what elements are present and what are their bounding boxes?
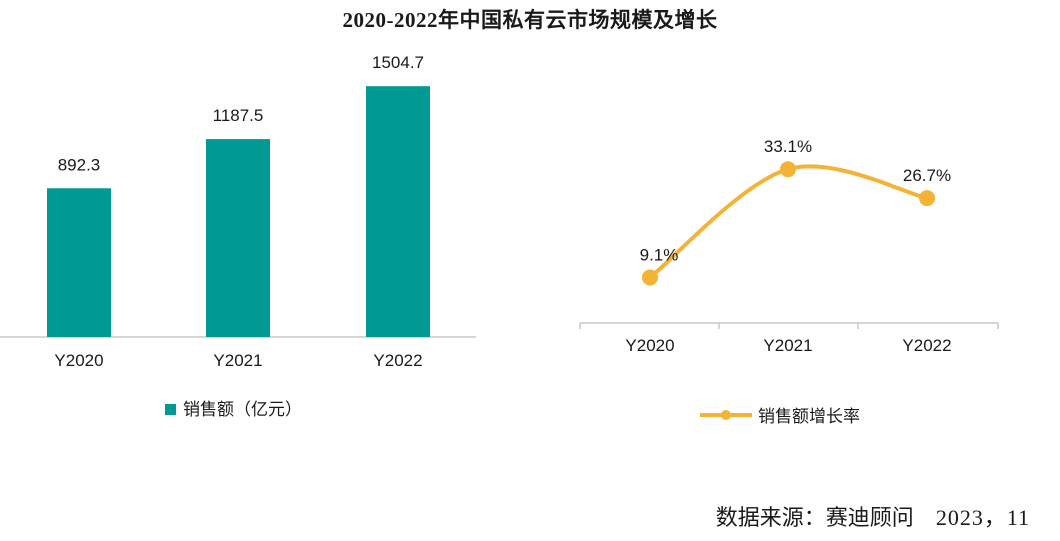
line-x-tick-label: Y2020 [625,336,674,355]
bar [47,188,111,337]
line-legend-label: 销售额增长率 [758,407,860,426]
bar-value-label: 1187.5 [213,106,264,125]
bar-x-tick-label: Y2022 [373,351,422,370]
line-x-tick-label: Y2021 [763,336,812,355]
bar-value-label: 892.3 [58,155,101,174]
bar-value-label: 1504.7 [372,53,424,72]
bar-x-tick-label: Y2020 [54,351,103,370]
bar [206,139,270,337]
bar-legend-swatch [165,404,176,415]
line-point [919,190,935,207]
line-legend-marker [721,410,731,420]
bar-x-tick-label: Y2021 [213,351,262,370]
line-value-label: 9.1% [640,245,679,264]
growth-rate-line [648,164,928,280]
line-point [642,269,658,286]
line-value-label: 26.7% [903,166,951,185]
bar [366,86,430,337]
source-label: 数据来源：赛迪顾问 [715,505,914,530]
bar-legend-label: 销售额（亿元） [183,400,302,419]
source-note: 数据来源：赛迪顾问 2023，11 [716,500,1030,532]
line-value-label: 33.1% [764,137,812,156]
source-date: 2023，11 [935,505,1030,530]
line-point [780,161,796,178]
line-x-tick-label: Y2022 [902,336,951,355]
chart-title: 2020-2022年中国私有云市场规模及增长 [342,8,718,32]
